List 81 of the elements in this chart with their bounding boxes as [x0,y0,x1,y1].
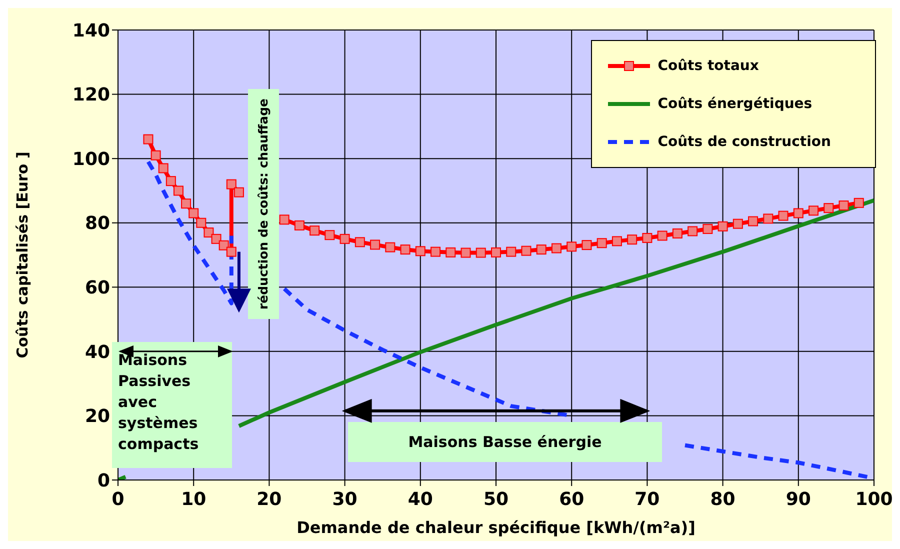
y-tick-label: 80 [84,213,110,234]
x-tick-label: 50 [483,488,509,510]
point [226,246,236,257]
point [627,234,638,245]
y-tick-label: 140 [72,20,110,42]
point [551,243,562,254]
point [582,240,592,250]
point [612,236,622,246]
x-tick-label: 80 [710,488,736,510]
point [763,214,774,224]
point [218,240,229,250]
point [491,247,501,258]
point [596,238,607,248]
point [476,248,486,258]
point [279,214,290,225]
point [324,230,335,240]
y-tick-label: 40 [84,342,110,363]
point [340,234,350,244]
annotation: réduction de coûts: chauffage [256,98,270,310]
point [657,230,668,241]
x-tick-label: 100 [855,488,893,510]
point [226,179,236,190]
legend-label: Coûts énergétiques [658,96,812,112]
point [166,176,176,186]
x-tick-label: 70 [634,488,660,510]
point [294,220,304,230]
point [642,232,652,243]
point [370,240,380,250]
point [688,226,698,236]
x-tick-label: 60 [559,488,584,510]
point [460,248,471,258]
point [181,198,192,209]
y-tick-label: 120 [72,84,110,106]
point [196,218,206,228]
point [718,221,728,232]
point [748,216,758,226]
point [566,242,577,252]
point [158,163,168,174]
x-tick-label: 90 [786,488,811,510]
point [536,244,546,255]
point [173,186,184,196]
point [778,210,788,221]
point [150,150,161,160]
text-box: Maisons Passives avec systèmes compacts [112,342,232,468]
y-tick-label: 0 [97,470,110,492]
point [793,208,804,218]
y-axis-title: Coûts capitalisés [Euro ] [13,152,32,358]
point [672,228,682,238]
y-tick-label: 60 [84,278,110,299]
y-tick-label: 20 [84,406,110,428]
point [310,226,320,236]
point [234,187,244,198]
legend-label: Coûts totaux [658,58,759,74]
point [446,247,456,258]
point [354,237,365,248]
x-tick-label: 40 [408,488,433,510]
x-axis-title: Demande de chaleur spécifique [kWh/(m²a)] [296,518,696,537]
point [702,224,713,234]
point [400,244,410,255]
point [204,228,214,238]
point [854,198,864,208]
point [415,246,426,256]
x-tick-label: 10 [181,488,206,510]
point [430,246,441,257]
point [385,242,396,252]
x-tick-label: 30 [332,488,358,510]
point [506,246,516,257]
point [732,218,743,229]
point [143,134,154,144]
point [838,200,849,210]
point [521,246,532,256]
text-box: réduction de coûts: chauffage [248,89,279,319]
x-tick-label: 0 [112,488,124,510]
x-tick-label: 20 [256,488,282,510]
point [824,203,834,214]
legend-label: Coûts de construction [658,134,831,150]
point [188,208,199,218]
point [808,206,819,216]
point [211,234,222,244]
y-tick-label: 100 [72,148,110,170]
text-box: Maisons Basse énergie [348,422,662,462]
